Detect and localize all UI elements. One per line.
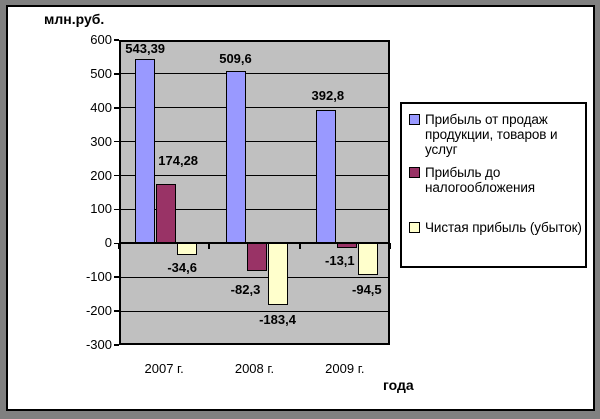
gridline	[121, 208, 388, 210]
y-tick-label: 400	[90, 99, 112, 115]
y-tick-label: 100	[90, 201, 112, 217]
y-axis-tick	[114, 140, 119, 143]
x-axis-title: года	[383, 377, 414, 393]
y-tick-label: 600	[90, 32, 112, 47]
legend: Прибыль от продаж продукции, товаров и усл…	[400, 102, 587, 268]
legend-entry-line: продукции, товаров и	[425, 127, 558, 142]
bar-0-0	[135, 59, 156, 244]
y-axis-tick	[114, 174, 119, 177]
legend-entry-line: Чистая прибыль (убыток)	[425, 220, 582, 235]
category-axis-tick	[118, 243, 120, 250]
y-axis-tick	[114, 107, 119, 109]
y-axis-tick	[114, 344, 119, 346]
legend-entry-line: Прибыль до	[425, 165, 501, 180]
legend-entry: Чистая прибыль (убыток)	[409, 220, 582, 235]
gridline	[121, 73, 388, 75]
category-axis-tick	[298, 243, 301, 250]
category-axis-tick	[208, 243, 211, 250]
y-axis-tick	[114, 73, 119, 75]
bar-2-2	[357, 243, 378, 276]
bar-0-1	[225, 70, 246, 244]
legend-entry-line: Прибыль от продаж	[425, 112, 548, 127]
legend-marker-icon	[409, 114, 420, 125]
bar-2-1	[267, 243, 288, 306]
y-tick-label: -200	[85, 303, 112, 319]
bar-0-2	[315, 110, 336, 244]
gridline	[121, 276, 388, 278]
bar-label: 174,28	[158, 153, 199, 169]
gridline	[121, 107, 388, 109]
y-tick-label: 500	[90, 65, 112, 81]
bar-label: -34,6	[167, 260, 197, 276]
y-axis-title: млн.руб.	[44, 11, 105, 27]
bar-1-1	[246, 243, 267, 272]
bar-2-0	[177, 243, 198, 256]
gridline	[121, 310, 388, 312]
bar-1-2	[336, 243, 357, 248]
y-tick-label: -300	[85, 337, 112, 352]
legend-entry-line: налогообложения	[425, 180, 536, 195]
bar-label: -94,5	[352, 282, 382, 298]
bar-label: 509,6	[219, 50, 252, 66]
legend-marker-icon	[409, 222, 420, 233]
legend-entry-label: Прибыль до налогообложения	[425, 165, 535, 195]
category-label: 2007 г.	[144, 361, 184, 376]
y-axis-tick	[114, 310, 119, 312]
category-label: 2009 г.	[325, 361, 365, 376]
legend-entry-line: услуг	[425, 142, 458, 157]
legend-entry: Прибыль до налогообложения	[409, 165, 535, 195]
legend-entry-label: Прибыль от продаж продукции, товаров и усл…	[425, 112, 558, 157]
y-axis-tick	[114, 276, 119, 278]
y-axis-tick	[114, 39, 119, 41]
y-tick-label: 300	[90, 133, 112, 149]
category-axis-tick	[389, 243, 391, 250]
gridline	[121, 175, 388, 177]
legend-entry: Прибыль от продаж продукции, товаров и усл…	[409, 112, 558, 157]
bar-label: -82,3	[230, 282, 261, 298]
bar-label: 543,39	[125, 41, 166, 57]
y-axis-tick	[114, 242, 119, 245]
bar-1-0	[156, 184, 177, 244]
bar-label: -13,1	[325, 252, 355, 268]
legend-entry-label: Чистая прибыль (убыток)	[425, 220, 582, 235]
y-tick-label: 200	[90, 167, 112, 183]
bar-label: 392,8	[311, 88, 345, 104]
legend-marker-icon	[409, 167, 420, 178]
y-tick-label: -100	[85, 269, 112, 285]
y-axis-tick	[114, 208, 119, 211]
bar-label: -183,4	[259, 312, 296, 328]
y-tick-label: 0	[104, 235, 112, 251]
category-label: 2008 г.	[234, 361, 275, 376]
gridline	[121, 141, 388, 143]
